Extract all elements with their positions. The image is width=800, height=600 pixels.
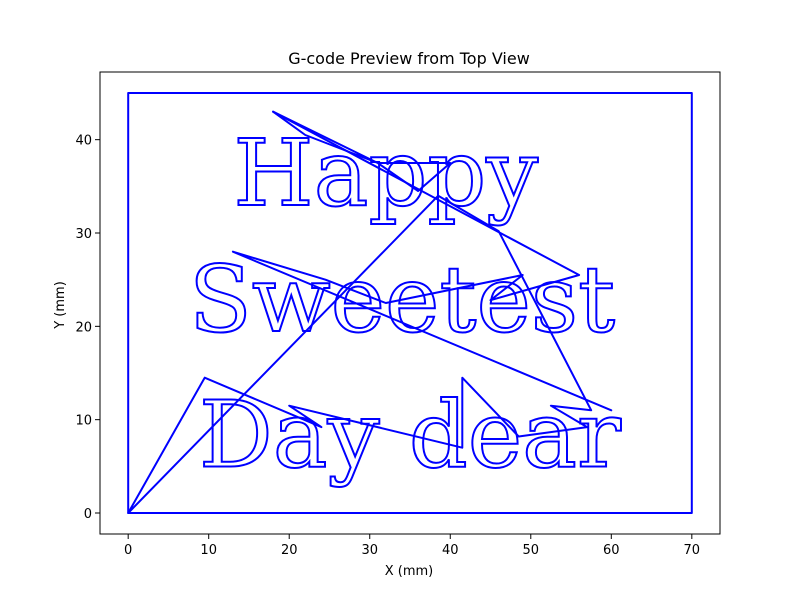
y-tick-label: 10 (75, 414, 92, 429)
y-tick-label: 30 (75, 227, 92, 242)
axes-frame (99, 71, 721, 535)
series-boundary-rectangle (127, 92, 693, 514)
y-axis-label: Y (mm) (53, 281, 68, 330)
y-tick-label: 40 (75, 134, 92, 149)
chart-title: G-code Preview from Top View (288, 49, 530, 68)
x-tick-label: 70 (684, 543, 701, 558)
x-tick-label: 30 (361, 543, 378, 558)
y-tick-label: 20 (75, 320, 92, 335)
x-tick-label: 50 (523, 543, 540, 558)
x-tick-label: 0 (124, 543, 132, 558)
x-axis-label: X (mm) (385, 564, 434, 579)
y-tick-label: 0 (84, 507, 92, 522)
x-tick-label: 10 (200, 543, 217, 558)
series-travel-path-2 (231, 110, 613, 412)
toolpath-text-1: Happy (233, 120, 538, 227)
x-tick-label: 60 (603, 543, 620, 558)
x-tick-label: 40 (442, 543, 459, 558)
series-travel-path-3 (272, 110, 452, 192)
x-tick-label: 20 (281, 543, 298, 558)
